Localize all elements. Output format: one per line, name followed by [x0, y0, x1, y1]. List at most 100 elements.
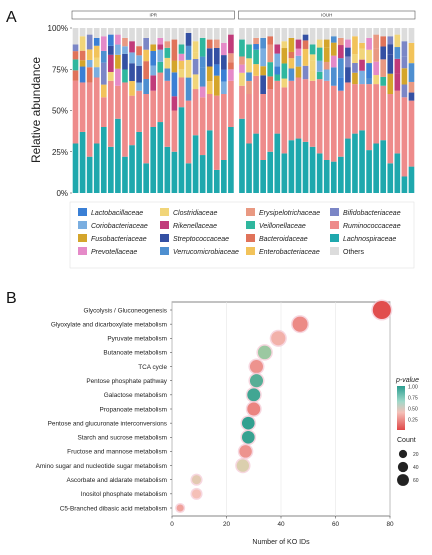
pathway-label: Pyruvate metabolism	[107, 336, 167, 343]
bar-segment	[115, 44, 121, 55]
bar-segment	[185, 163, 192, 193]
legend-label: Lactobacillaceae	[91, 210, 143, 217]
bar-segment	[253, 133, 259, 193]
bar-segment	[295, 138, 302, 193]
count-legend-label: 40	[413, 465, 419, 471]
bar-segment	[192, 28, 199, 42]
bar-segment	[288, 28, 295, 38]
bar-segment	[79, 66, 86, 83]
bar-segment	[108, 34, 114, 46]
bar-segment	[338, 156, 344, 193]
bar-segment	[239, 28, 245, 40]
bar-segment	[352, 54, 358, 64]
bar-segment	[136, 46, 142, 56]
bar-segment	[260, 75, 266, 94]
bar-segment	[79, 131, 86, 193]
bar-segment	[281, 87, 288, 154]
bar-segment	[394, 153, 401, 193]
facet-strip	[71, 10, 235, 20]
bar-segment	[366, 63, 372, 79]
bar-segment	[267, 62, 274, 77]
bar-segment	[309, 60, 316, 71]
legend-box-a	[69, 201, 415, 269]
bar-segment	[394, 58, 401, 74]
bar-segment	[239, 39, 245, 57]
bar-segment	[274, 44, 281, 54]
bar-segment	[100, 36, 107, 51]
bar-segment	[345, 82, 351, 139]
bar-segment	[338, 28, 344, 38]
bar-segment	[86, 34, 93, 50]
bar-segment	[330, 55, 337, 68]
bar-segment	[316, 71, 323, 80]
pathway-point	[292, 316, 308, 332]
bar-segment	[100, 28, 107, 37]
bar-segment	[288, 58, 295, 69]
bar-segment	[330, 67, 337, 86]
bar-segment	[288, 51, 295, 59]
bar-segment	[267, 44, 274, 63]
bar-segment	[246, 72, 252, 81]
bar-segment	[260, 28, 266, 38]
bar-segment	[316, 79, 323, 154]
bar-segment	[206, 66, 213, 82]
pathway-labels: Glycolysis / Gluconeogenesis Glyoxylate a…	[36, 307, 172, 512]
bar-segment	[108, 80, 114, 147]
x-tick-label: 80	[386, 521, 394, 528]
bar-segment	[157, 37, 164, 45]
bar-segment	[150, 90, 157, 127]
legend-label: Enterobacteriaceae	[259, 249, 320, 256]
count-legend-label: 60	[413, 478, 419, 484]
legend-label: Prevotellaceae	[91, 249, 137, 256]
bar-segment	[213, 39, 220, 48]
count-legend: 20 40 60	[397, 449, 419, 486]
bar-segment	[309, 70, 316, 81]
pvalue-tick-label: 0.50	[408, 407, 418, 413]
bar-segment	[246, 94, 252, 144]
bar-segment	[401, 84, 408, 98]
bar-segment	[359, 130, 365, 193]
gridlines-b	[171, 302, 391, 516]
bar-segment	[288, 37, 295, 52]
bar-segment	[373, 143, 379, 193]
bar-segment	[213, 95, 220, 170]
bar-segment	[253, 75, 259, 134]
pathway-point	[249, 374, 264, 388]
legend-label: Erysipelotrichaceae	[259, 210, 320, 217]
bar-segment	[178, 69, 185, 78]
bar-segment	[72, 51, 79, 60]
bar-segment	[86, 28, 93, 35]
bar-segment	[274, 133, 281, 193]
legend-label: Ruminococcaceae	[343, 223, 401, 230]
bar-segment	[281, 78, 288, 88]
bar-segment	[150, 65, 157, 76]
legend-swatch	[78, 234, 87, 242]
bar-segment	[164, 146, 171, 193]
bar-segment	[380, 28, 387, 37]
bar-segment	[267, 36, 274, 45]
pathway-points	[175, 299, 393, 514]
bar-segment	[387, 28, 394, 37]
bar-segment	[345, 138, 351, 193]
bar-segment	[185, 45, 192, 60]
pathway-label: Ascorbate and aldarate metabolism	[66, 477, 167, 484]
bar-segment	[373, 34, 379, 49]
legend-swatch	[330, 247, 339, 255]
bar-segment	[359, 28, 365, 43]
bar-segment	[387, 44, 394, 55]
count-legend-dot	[398, 449, 408, 459]
bar-segment	[122, 46, 128, 54]
facet-label: IPR	[149, 13, 157, 18]
legend-swatch	[246, 208, 255, 216]
bar-segment	[302, 28, 309, 35]
bar-segment	[93, 28, 100, 38]
y-tick-label: 100%	[48, 24, 68, 33]
bar-segment	[295, 66, 302, 78]
count-legend-title: Count	[397, 437, 416, 444]
bar-segment	[401, 41, 408, 57]
bar-segment	[150, 75, 157, 91]
bar-segment	[199, 56, 206, 68]
bar-segment	[267, 89, 274, 152]
bar-segment	[288, 140, 295, 193]
bar-segment	[380, 140, 387, 193]
